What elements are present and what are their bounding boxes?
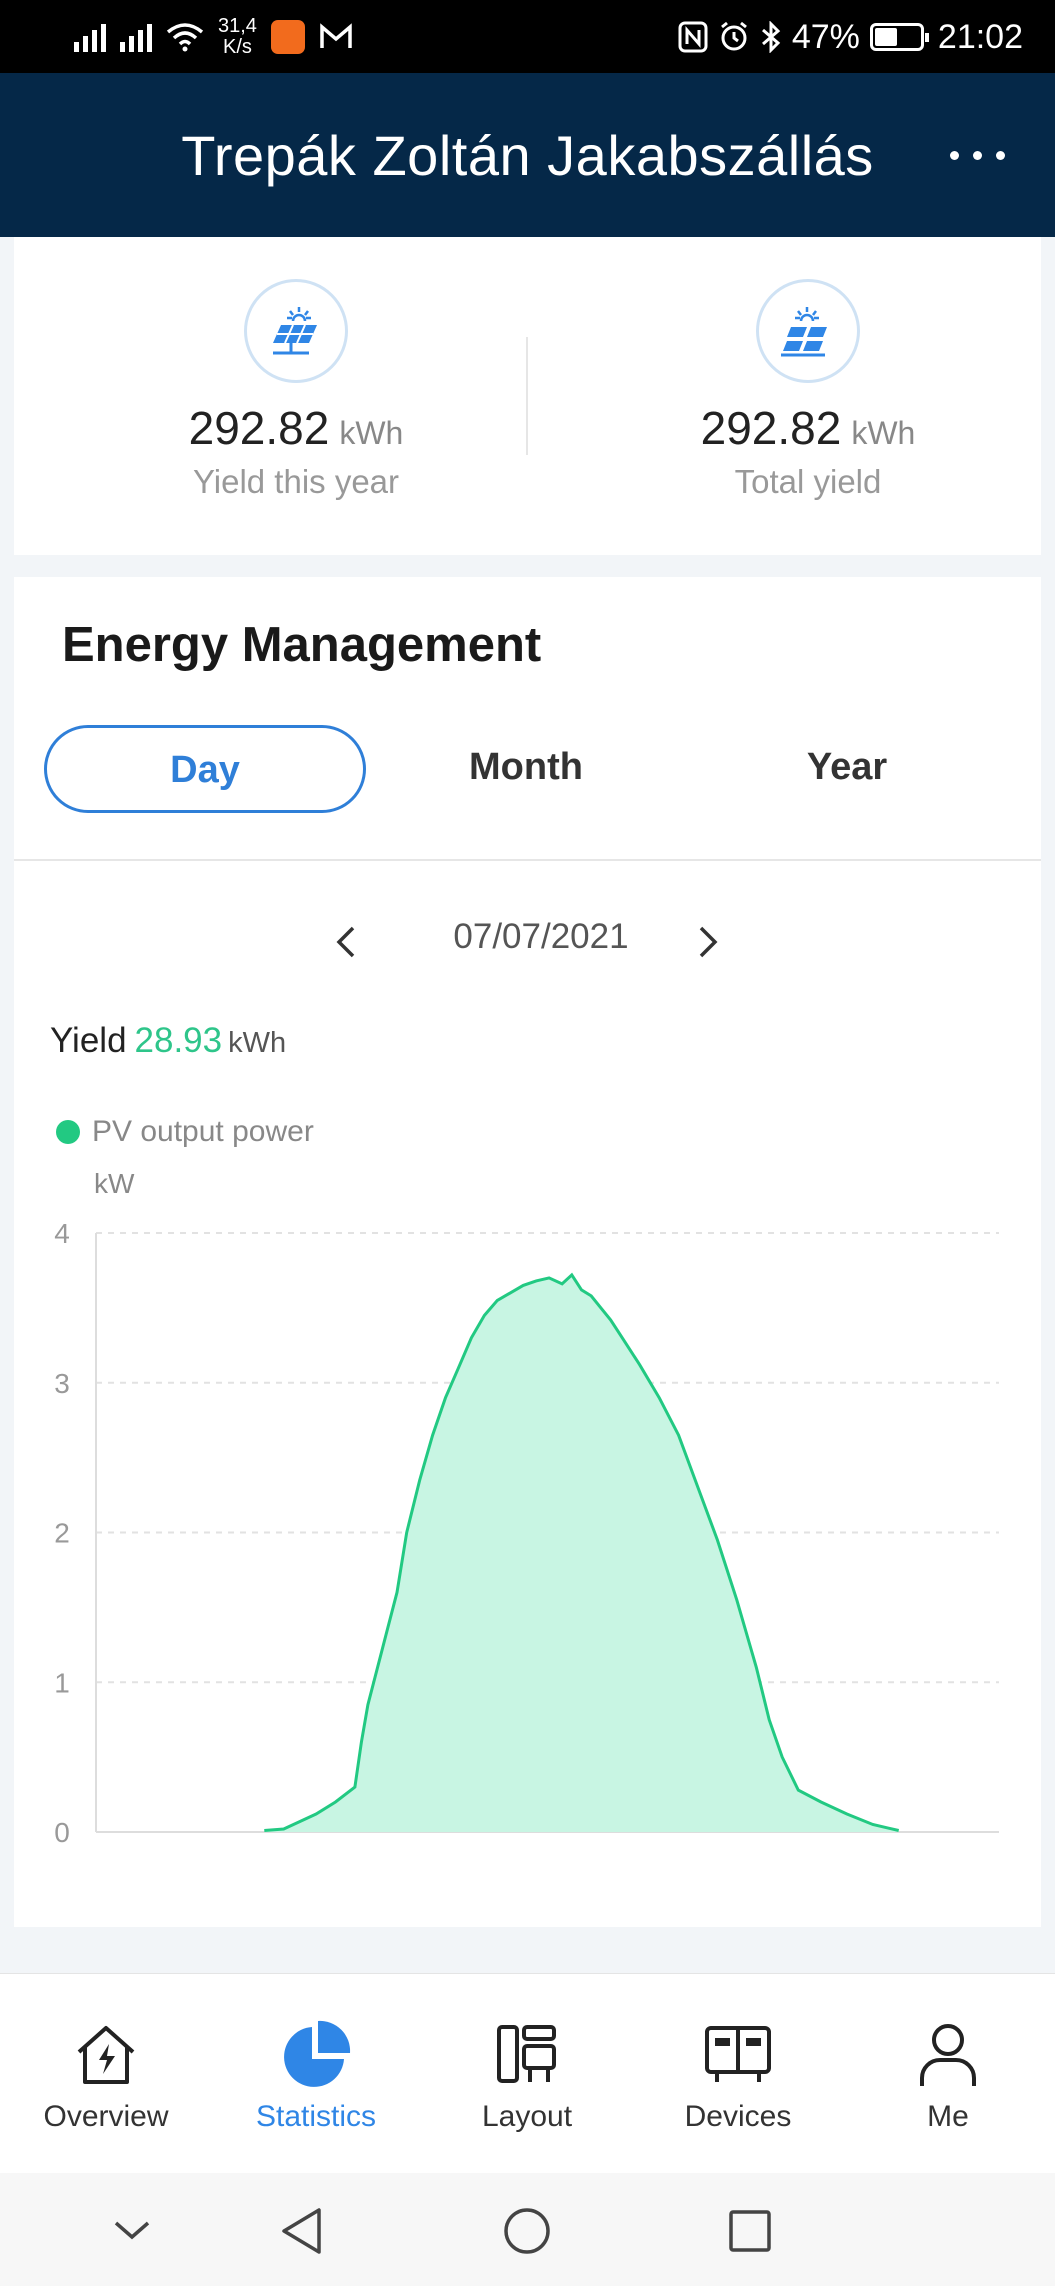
yield-this-year-value-row: 292.82 kWh <box>76 401 516 455</box>
wifi-icon <box>166 23 204 52</box>
daily-yield: Yield 28.93 kWh <box>50 1021 286 1061</box>
total-yield-value: 292.82 <box>700 402 842 454</box>
signal-icon <box>74 22 106 52</box>
bottom-navigation: Overview Statistics Layout <box>0 1973 1055 2173</box>
previous-date-button[interactable] <box>326 919 366 965</box>
tabs-divider <box>14 859 1041 861</box>
nav-devices[interactable]: Devices <box>648 2018 828 2134</box>
status-bar: 31,4 K/s 47% 21:02 <box>0 0 1055 73</box>
back-triangle-icon <box>282 2208 321 2254</box>
more-options-icon[interactable] <box>950 151 1005 160</box>
network-speed-value: 31,4 <box>218 15 257 37</box>
total-yield: 292.82 kWh Total yield <box>588 279 1028 501</box>
system-hide-button[interactable] <box>102 2201 162 2261</box>
battery-percent: 47% <box>791 17 860 56</box>
nav-statistics[interactable]: Statistics <box>226 2018 406 2134</box>
y-tick-label: 0 <box>54 1817 70 1847</box>
nav-me-label: Me <box>927 2100 969 2133</box>
home-bolt-icon <box>77 2026 135 2084</box>
devices-icon <box>705 2026 771 2082</box>
y-tick-label: 4 <box>54 1218 70 1249</box>
energy-management-card: Energy Management Day Month Year 07/07/2… <box>14 577 1041 1927</box>
daily-yield-unit: kWh <box>228 1027 287 1059</box>
chart-legend: PV output power <box>56 1115 314 1149</box>
mail-icon <box>320 23 352 48</box>
tab-month[interactable]: Month <box>469 746 583 788</box>
solar-array-icon <box>756 279 860 383</box>
alarm-icon <box>720 21 747 51</box>
chevron-right-icon <box>699 926 718 958</box>
section-title: Energy Management <box>62 618 542 672</box>
page-title: Trepák Zoltán Jakabszállás <box>181 124 874 187</box>
network-speed: 31,4 K/s <box>218 16 257 58</box>
app-header: Trepák Zoltán Jakabszállás <box>0 73 1055 237</box>
nav-layout[interactable]: Layout <box>437 2018 617 2134</box>
total-yield-label: Total yield <box>734 463 882 500</box>
home-circle-icon <box>504 2208 550 2254</box>
recents-square-icon <box>729 2210 771 2252</box>
next-date-button[interactable] <box>688 919 728 965</box>
network-speed-unit: K/s <box>223 36 252 58</box>
chevron-left-icon <box>336 926 355 958</box>
summary-divider <box>526 337 528 455</box>
nfc-icon <box>678 21 708 53</box>
daily-yield-value: 28.93 <box>134 1021 223 1060</box>
clock: 21:02 <box>937 17 1023 56</box>
y-tick-label: 2 <box>54 1518 70 1549</box>
nav-statistics-label: Statistics <box>255 2100 377 2133</box>
yield-this-year: 292.82 kWh Yield this year <box>76 279 516 501</box>
system-recents-button[interactable] <box>720 2201 780 2261</box>
selected-date[interactable]: 07/07/2021 <box>453 917 629 956</box>
chevron-down-icon <box>114 2221 150 2240</box>
bluetooth-icon <box>761 21 781 53</box>
y-tick-label: 3 <box>54 1368 70 1399</box>
nav-layout-label: Layout <box>481 2100 573 2133</box>
status-left: 31,4 K/s <box>74 14 353 60</box>
battery-icon <box>869 23 929 51</box>
system-home-button[interactable] <box>497 2201 557 2261</box>
y-tick-label: 1 <box>54 1667 70 1698</box>
solar-panel-icon <box>244 279 348 383</box>
yield-this-year-unit: kWh <box>339 415 404 451</box>
person-icon <box>920 2024 976 2086</box>
daily-yield-label: Yield <box>50 1021 127 1060</box>
mi-app-icon <box>270 20 305 54</box>
system-back-button[interactable] <box>272 2201 332 2261</box>
tab-day[interactable]: Day <box>44 725 366 813</box>
total-yield-value-row: 292.82 kWh <box>588 401 1028 455</box>
yield-summary-card: 292.82 kWh Yield this year 292.82 kWh Tota… <box>14 237 1041 555</box>
nav-me[interactable]: Me <box>858 2018 1038 2134</box>
legend-swatch <box>56 1120 80 1144</box>
nav-overview[interactable]: Overview <box>16 2018 196 2134</box>
nav-overview-label: Overview <box>43 2100 169 2133</box>
system-navigation-bar <box>0 2173 1055 2286</box>
date-navigator: 07/07/2021 <box>14 907 1041 977</box>
layout-icon <box>497 2025 556 2083</box>
pv-output-line <box>264 1272 900 1832</box>
pie-chart-icon <box>284 2020 351 2087</box>
total-yield-unit: kWh <box>851 415 916 451</box>
yield-this-year-label: Yield this year <box>192 463 400 500</box>
pv-output-area <box>264 1274 899 1832</box>
legend-label: PV output power <box>92 1115 314 1148</box>
tab-year[interactable]: Year <box>806 746 888 788</box>
signal-icon <box>120 22 152 52</box>
yield-this-year-value: 292.82 <box>188 402 330 454</box>
y-axis-unit: kW <box>94 1168 135 1199</box>
status-right: 47% 21:02 <box>678 14 1023 60</box>
nav-devices-label: Devices <box>684 2100 792 2133</box>
